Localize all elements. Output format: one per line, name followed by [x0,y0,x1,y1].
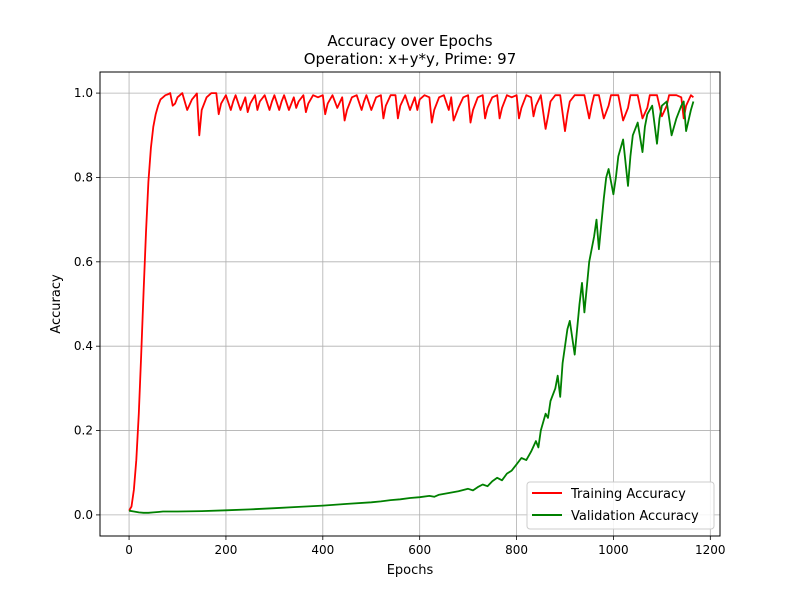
y-tick-label: 0.6 [74,255,93,269]
y-tick-label: 0.4 [74,339,93,353]
x-axis-ticks: 0 200 400 600 800 1000 1200 [125,536,726,557]
x-tick-label: 1200 [695,543,726,557]
grid [100,72,720,536]
y-axis-label: Accuracy [49,274,64,334]
series-layer [128,92,695,514]
y-axis-ticks: 0.0 0.2 0.4 0.6 0.8 1.0 [74,86,100,522]
training-accuracy-line [128,92,694,512]
legend: Training Accuracy Validation Accuracy [526,481,715,530]
y-tick-label: 0.8 [74,170,93,184]
x-tick-label: 800 [505,543,528,557]
chart-title: Accuracy over Epochs [327,32,492,50]
x-tick-label: 1000 [598,543,629,557]
plot-frame [99,71,721,537]
y-tick-label: 0.0 [74,508,93,522]
validation-accuracy-line [128,100,695,514]
legend-label-training: Training Accuracy [570,487,686,502]
x-axis-label: Epochs [387,563,434,578]
x-tick-label: 0 [125,543,133,557]
x-tick-label: 200 [214,543,237,557]
x-tick-label: 400 [311,543,334,557]
x-tick-label: 600 [408,543,431,557]
y-tick-label: 0.2 [74,424,93,438]
legend-box [526,481,715,530]
legend-label-validation: Validation Accuracy [571,509,699,524]
chart-subtitle: Operation: x+y*y, Prime: 97 [304,50,517,68]
y-tick-label: 1.0 [74,86,93,100]
